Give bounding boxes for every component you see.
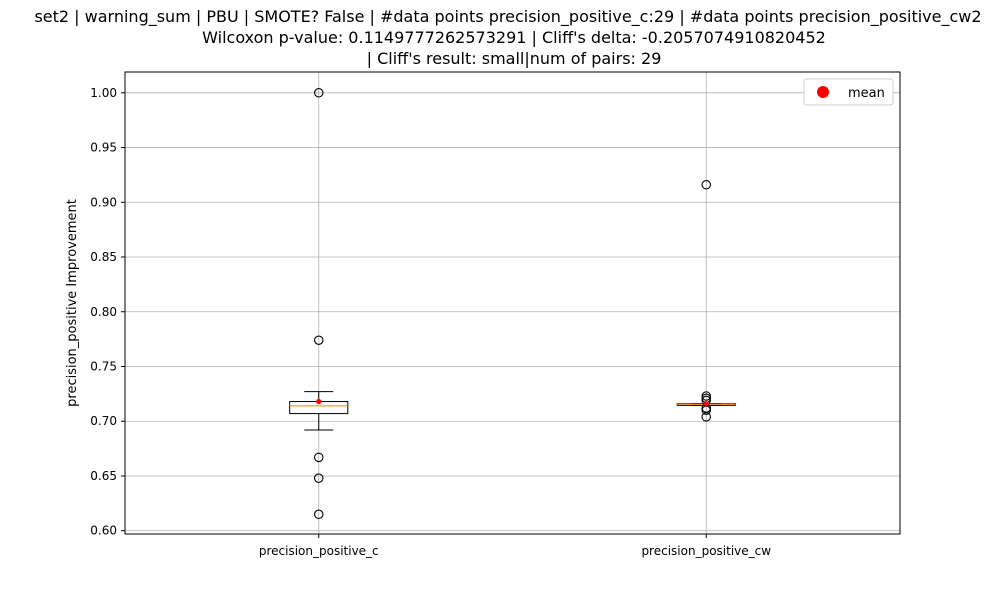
legend-frame xyxy=(803,78,894,106)
y-tick-label: 0.85 xyxy=(90,250,117,264)
outlier-point xyxy=(313,473,324,483)
legend-mean-marker xyxy=(817,86,829,98)
y-tick-label: 0.75 xyxy=(90,359,117,373)
y-tick-label: 0.60 xyxy=(90,524,117,538)
legend: mean xyxy=(803,78,894,106)
y-axis-label: precision_positive Improvement xyxy=(65,199,80,407)
mean-point xyxy=(316,398,322,405)
y-tick-label: 1.00 xyxy=(90,86,117,100)
outlier-point xyxy=(313,335,324,345)
plot-frame xyxy=(124,71,901,535)
x-tick-label: precision_positive_c xyxy=(259,544,379,558)
plot-area xyxy=(289,88,736,520)
box-precision_positive_c xyxy=(289,88,349,520)
y-tick-label: 0.80 xyxy=(90,305,117,319)
chart-title-line-3: | Cliff's result: small|num of pairs: 29 xyxy=(367,49,662,68)
outlier-point xyxy=(313,509,324,520)
y-tick-label: 0.95 xyxy=(90,141,117,155)
outlier-point xyxy=(313,88,324,98)
y-tick-label: 0.70 xyxy=(90,414,117,428)
legend-mean-label: mean xyxy=(848,86,885,101)
grid-lines xyxy=(125,72,900,534)
y-tick-label: 0.90 xyxy=(90,195,117,209)
chart-title: set2 | warning_sum | PBU | SMOTE? False … xyxy=(34,7,981,68)
mean-point xyxy=(703,401,709,407)
axes: 0.60 0.65 0.70 0.75 0.80 0.85 0.90 0.95 1.00 prec… xyxy=(90,86,771,558)
chart-title-line-1: set2 | warning_sum | PBU | SMOTE? False … xyxy=(34,7,981,27)
y-tick-label: 0.65 xyxy=(90,469,117,483)
x-tick-label: precision_positive_cw xyxy=(641,544,771,558)
chart-title-line-2: Wilcoxon p-value: 0.1149777262573291 | C… xyxy=(202,28,826,47)
outlier-point xyxy=(313,452,324,463)
box-precision_positive_cw xyxy=(676,180,736,422)
outlier-point xyxy=(701,412,711,422)
outlier-point xyxy=(701,180,711,190)
